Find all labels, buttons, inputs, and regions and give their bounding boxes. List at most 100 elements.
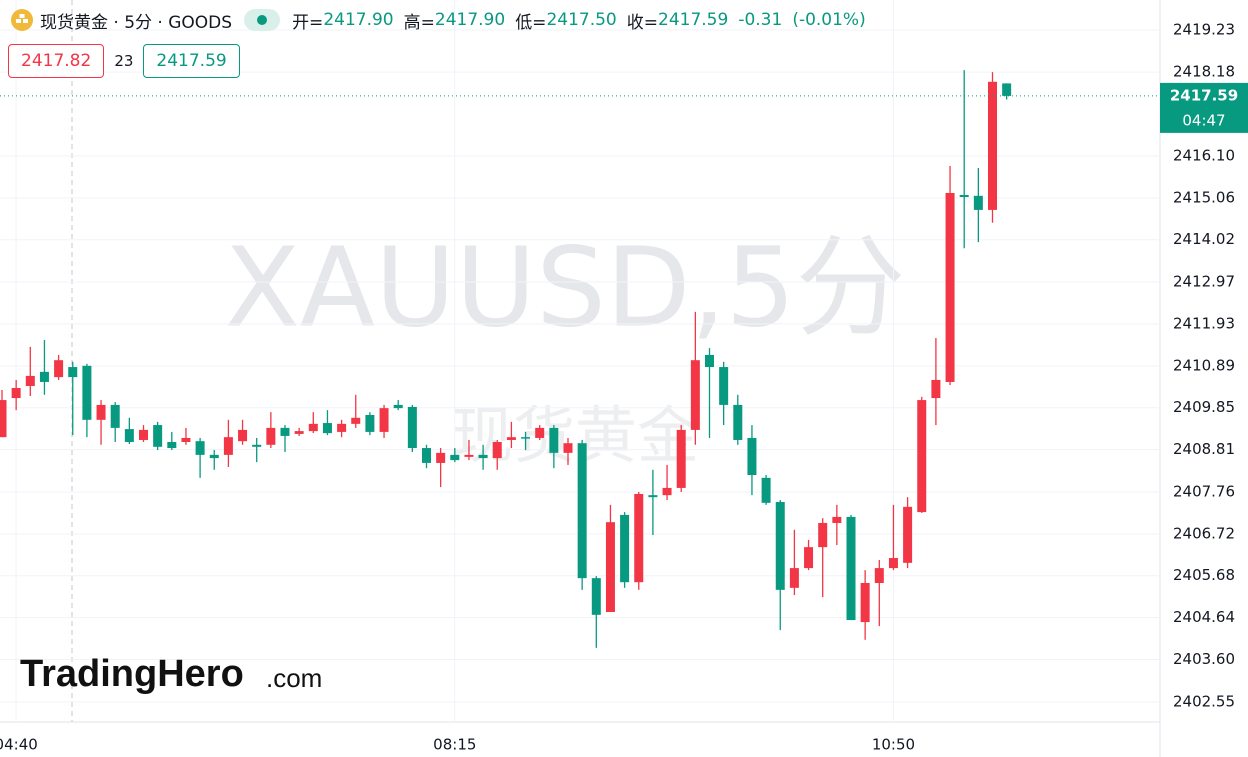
y-tick-label: 2414.02 xyxy=(1173,230,1235,248)
candle-body xyxy=(747,437,757,476)
candle-body xyxy=(959,195,969,198)
candle-body xyxy=(846,516,856,621)
candle-body xyxy=(931,379,941,399)
candle-body xyxy=(662,487,672,496)
candle-body xyxy=(82,365,92,420)
candle-body xyxy=(775,502,785,590)
grid xyxy=(0,0,1160,722)
y-tick-label: 2405.68 xyxy=(1173,566,1235,584)
y-tick-label: 2408.81 xyxy=(1173,440,1235,458)
candle-body xyxy=(393,404,403,409)
candle-body xyxy=(422,448,431,463)
y-tick-label: 2406.72 xyxy=(1173,524,1235,542)
y-tick-label: 2416.10 xyxy=(1173,146,1235,164)
candle-body xyxy=(719,367,729,405)
x-tick-label: 04:40 xyxy=(0,736,38,754)
candle-body xyxy=(860,582,870,623)
x-tick-label: 10:50 xyxy=(872,736,915,754)
candle-body xyxy=(903,506,913,563)
candle-body xyxy=(634,493,644,583)
candle-body xyxy=(648,495,658,498)
countdown: 04:47 xyxy=(1182,111,1225,129)
candle-body xyxy=(195,441,205,455)
logo-brand: TradingHero xyxy=(20,653,244,695)
candle-body xyxy=(308,423,318,432)
candle-body xyxy=(365,414,375,432)
candle-body xyxy=(167,441,177,449)
candle-body xyxy=(39,371,49,382)
watermark-symbol: XAUUSD,5分 xyxy=(224,223,905,351)
x-tick-label: 08:15 xyxy=(433,736,476,754)
high-value: 2417.90 xyxy=(434,10,506,30)
watermark-name: 现货黄金 xyxy=(451,399,699,472)
symbol-icon xyxy=(11,9,33,31)
candle-body xyxy=(0,400,7,438)
last-price-label: 2417.59 xyxy=(1170,86,1238,104)
candle-body xyxy=(153,425,163,447)
candle-body xyxy=(464,454,474,457)
axes: 2419.23 2418.18 2416.10 2415.06 2414.02 2412.… xyxy=(0,20,1248,754)
candle-body xyxy=(337,423,347,432)
candle-body xyxy=(832,516,842,523)
ask-price[interactable]: 2417.59 xyxy=(143,44,240,78)
candle-body xyxy=(11,387,21,399)
y-tick-label: 2415.06 xyxy=(1173,188,1235,206)
y-tick-label: 2409.85 xyxy=(1173,398,1235,416)
open-value: 2417.90 xyxy=(323,10,394,30)
spread: 23 xyxy=(114,52,134,70)
candle-body xyxy=(238,429,248,442)
change-pct: (-0.01%) xyxy=(792,10,866,30)
candle-body xyxy=(605,522,615,613)
candle-body xyxy=(945,192,955,382)
candle-body xyxy=(804,547,814,569)
candle-body xyxy=(294,431,304,434)
candle-body xyxy=(407,406,417,449)
candle-body xyxy=(917,400,927,513)
candle-body xyxy=(322,423,332,434)
candle-body xyxy=(521,437,531,439)
y-tick-label: 2402.55 xyxy=(1173,692,1235,710)
candle-body xyxy=(818,522,828,548)
y-tick-label: 2418.18 xyxy=(1173,63,1235,81)
candle-body xyxy=(535,427,545,438)
candle-body xyxy=(676,429,686,488)
market-status[interactable] xyxy=(244,9,281,31)
candle-body xyxy=(266,427,276,445)
candle-body xyxy=(252,444,262,447)
legend-header: 现货黄金 · 5分 · GOODS 开= 2417.90 高= 2417.90 低=… xyxy=(10,6,876,34)
low-value: 2417.50 xyxy=(546,10,617,30)
candle-body xyxy=(577,443,587,579)
y-tick-label: 2412.97 xyxy=(1173,273,1235,291)
candle-body xyxy=(888,558,898,569)
high-label: 高= xyxy=(403,12,435,33)
candle-body xyxy=(789,568,799,588)
y-tick-label: 2410.89 xyxy=(1173,356,1235,374)
candle-body xyxy=(1002,83,1012,96)
candle-body xyxy=(110,404,120,428)
bid-price[interactable]: 2417.82 xyxy=(8,44,105,78)
y-tick-label: 2419.23 xyxy=(1173,20,1235,38)
candle-body xyxy=(563,443,573,453)
candle-body xyxy=(124,429,134,442)
price-boxes: 2417.82 23 2417.59 xyxy=(8,44,240,78)
candle-body xyxy=(139,429,148,440)
candle-body xyxy=(379,408,389,432)
candle-body xyxy=(68,367,78,378)
candle-body xyxy=(591,578,601,615)
close-value: 2417.59 xyxy=(658,10,729,30)
last-price-box xyxy=(1160,82,1248,133)
candle-body xyxy=(492,441,502,459)
candle-body xyxy=(96,404,106,420)
candle-body xyxy=(181,437,191,442)
close-label: 收= xyxy=(626,12,658,33)
candle-body xyxy=(478,454,488,459)
candle-body xyxy=(280,427,290,436)
candle-body xyxy=(761,477,771,503)
candle-body xyxy=(874,568,884,583)
y-tick-label: 2407.76 xyxy=(1173,482,1235,500)
candle-body xyxy=(733,404,743,440)
candle-body xyxy=(25,375,35,386)
candle-body xyxy=(54,360,64,378)
